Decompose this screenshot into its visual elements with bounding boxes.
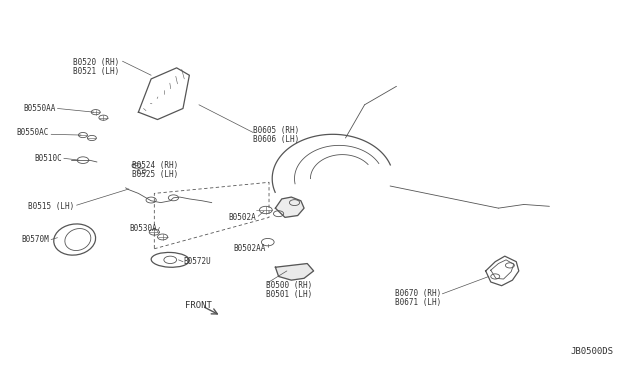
Text: B0502AA: B0502AA bbox=[234, 244, 266, 253]
Text: B0572U: B0572U bbox=[183, 257, 211, 266]
Text: B0530A: B0530A bbox=[130, 224, 157, 233]
Text: B0670 (RH): B0670 (RH) bbox=[395, 289, 441, 298]
Text: B0500 (RH): B0500 (RH) bbox=[266, 281, 312, 290]
Text: B0671 (LH): B0671 (LH) bbox=[395, 298, 441, 307]
Text: JB0500DS: JB0500DS bbox=[570, 347, 613, 356]
Polygon shape bbox=[275, 197, 304, 217]
Text: B0550AC: B0550AC bbox=[17, 128, 49, 137]
Text: B0502A: B0502A bbox=[228, 213, 256, 222]
Text: B0525 (LH): B0525 (LH) bbox=[132, 170, 179, 179]
Text: B0550AA: B0550AA bbox=[23, 104, 56, 113]
Polygon shape bbox=[275, 263, 314, 280]
Text: B0501 (LH): B0501 (LH) bbox=[266, 291, 312, 299]
Text: FRONT: FRONT bbox=[186, 301, 212, 311]
Text: B0515 (LH): B0515 (LH) bbox=[28, 202, 75, 211]
Text: B0570M: B0570M bbox=[21, 235, 49, 244]
Text: B0510C: B0510C bbox=[34, 154, 62, 163]
Text: B0520 (RH): B0520 (RH) bbox=[73, 58, 119, 67]
Text: B0606 (LH): B0606 (LH) bbox=[253, 135, 300, 144]
Text: B0524 (RH): B0524 (RH) bbox=[132, 161, 179, 170]
Text: B0521 (LH): B0521 (LH) bbox=[73, 67, 119, 76]
Text: B0605 (RH): B0605 (RH) bbox=[253, 126, 300, 135]
